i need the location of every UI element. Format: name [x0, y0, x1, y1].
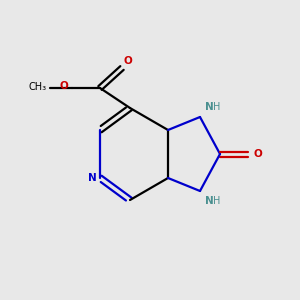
Text: H: H	[213, 196, 220, 206]
Text: O: O	[254, 149, 262, 159]
Text: O: O	[60, 81, 68, 91]
Text: O: O	[124, 56, 132, 66]
Text: H: H	[213, 102, 220, 112]
Text: N: N	[88, 173, 96, 183]
Text: CH₃: CH₃	[29, 82, 47, 92]
Text: N: N	[205, 196, 214, 206]
Text: N: N	[205, 102, 214, 112]
